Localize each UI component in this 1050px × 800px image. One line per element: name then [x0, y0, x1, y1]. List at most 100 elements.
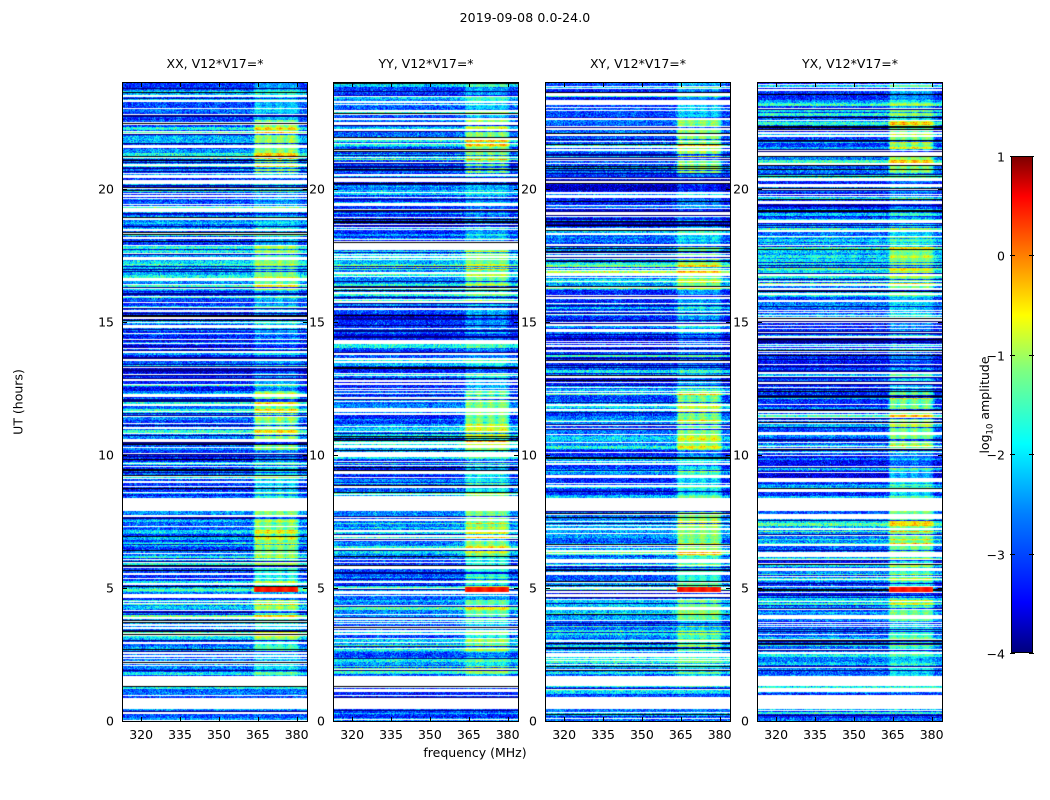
y-tick-label: 20 [309, 181, 325, 197]
x-tick-label: 320 [340, 727, 365, 742]
y-tick-mark [123, 588, 127, 590]
x-tick-mark [296, 717, 298, 721]
colorbar-tick-mark [1010, 156, 1015, 157]
y-tick-mark [546, 189, 550, 191]
x-tick-mark-top [931, 83, 933, 87]
heatmap-axes-yy[interactable] [333, 82, 519, 722]
x-tick-mark-top [218, 83, 220, 87]
x-tick-label: 320 [552, 727, 577, 742]
x-tick-mark [719, 717, 721, 721]
y-tick-mark [758, 455, 762, 457]
x-tick-label: 335 [803, 727, 827, 742]
panel-yy: YY, V12*V17=* 320 335 350 365 380 0 5 10 15 20 [309, 56, 519, 742]
colorbar-tick-mark [1010, 354, 1015, 356]
x-tick-mark-top [776, 83, 778, 87]
y-tick-mark [546, 322, 550, 324]
colorbar-tick-mark [1010, 653, 1015, 654]
y-tick-mark [546, 455, 550, 457]
y-tick-mark-right [303, 189, 307, 191]
x-tick-mark [429, 717, 431, 721]
colorbar-tick-label: −2 [986, 447, 1005, 463]
x-axis-label: frequency (MHz) [423, 745, 527, 760]
heatmap-axes-xx[interactable] [122, 82, 308, 722]
y-tick-mark [333, 721, 338, 722]
y-tick-mark-right [303, 455, 307, 457]
colorbar-tick-label: −4 [986, 646, 1005, 662]
heatmap-axes-xy[interactable] [545, 82, 731, 722]
x-tick-mark-top [468, 83, 470, 87]
x-tick-label: 320 [764, 727, 789, 742]
x-tick-label: 335 [168, 727, 192, 742]
x-tick-mark-top [141, 83, 143, 87]
x-tick-mark-top [257, 83, 259, 87]
x-tick-label: 380 [919, 727, 944, 742]
panel-title-xx: XX, V12*V17=* [166, 56, 264, 71]
colorbar-tick-label: 0 [997, 248, 1005, 264]
colorbar-label-tail: amplitude [976, 356, 992, 424]
x-tick-mark-top [641, 83, 643, 87]
colorbar-label-log: log [976, 434, 992, 454]
x-tick-mark [931, 717, 933, 721]
y-tick-mark-right [514, 322, 518, 324]
x-tick-label: 365 [668, 727, 693, 742]
y-tick-mark-right [303, 721, 308, 722]
x-tick-mark [641, 717, 643, 721]
colorbar-tick-mark [1010, 454, 1015, 456]
colorbar-tick-mark-right [1029, 255, 1034, 257]
heatmap-axes-yx[interactable] [757, 82, 943, 722]
colorbar-tick-mark-right [1029, 454, 1034, 456]
y-tick-label: 15 [98, 314, 114, 330]
x-tick-mark [680, 717, 682, 721]
x-tick-label: 380 [284, 727, 309, 742]
y-tick-label: 5 [317, 580, 325, 596]
x-tick-mark [507, 717, 509, 721]
y-tick-label: 20 [733, 181, 749, 197]
y-tick-mark [123, 322, 127, 324]
y-tick-label: 10 [521, 447, 537, 463]
y-tick-mark [758, 588, 762, 590]
y-tick-mark [334, 189, 338, 191]
x-tick-label: 335 [591, 727, 615, 742]
y-tick-label: 20 [98, 181, 114, 197]
y-tick-mark [122, 721, 127, 722]
y-tick-mark [123, 455, 127, 457]
x-tick-label: 380 [707, 727, 732, 742]
x-tick-mark [564, 717, 566, 721]
y-tick-mark-right [938, 721, 943, 722]
y-tick-mark-right [726, 189, 730, 191]
y-tick-mark [334, 322, 338, 324]
y-tick-mark-right [938, 588, 942, 590]
x-tick-label: 350 [841, 727, 866, 742]
y-tick-mark [334, 455, 338, 457]
panel-xy: XY, V12*V17=* 320 335 350 365 380 0 5 10 15 20 [521, 56, 731, 742]
y-tick-label: 5 [741, 580, 749, 596]
x-tick-mark-top [892, 83, 894, 87]
colorbar-tick-mark-right [1029, 653, 1034, 654]
x-tick-mark-top [429, 83, 431, 87]
y-tick-mark-right [726, 721, 731, 722]
x-tick-label: 350 [206, 727, 231, 742]
y-tick-mark [545, 721, 550, 722]
y-tick-mark-right [514, 721, 519, 722]
colorbar-tick-label: −3 [986, 547, 1005, 563]
x-tick-label: 365 [880, 727, 905, 742]
x-tick-mark [352, 717, 354, 721]
colorbar-label: log10 amplitude [977, 356, 996, 453]
x-tick-mark [218, 717, 220, 721]
y-tick-label: 0 [106, 713, 114, 729]
y-tick-mark-right [514, 588, 518, 590]
x-tick-mark [892, 717, 894, 721]
y-tick-mark [758, 322, 762, 324]
colorbar-tick-label: 1 [997, 149, 1005, 165]
y-tick-mark-right [938, 322, 942, 324]
y-tick-mark-right [726, 588, 730, 590]
panel-title-xy: XY, V12*V17=* [589, 56, 687, 71]
y-tick-mark [334, 588, 338, 590]
y-tick-label: 0 [529, 713, 537, 729]
y-tick-label: 0 [741, 713, 749, 729]
y-tick-mark-right [938, 189, 942, 191]
colorbar-tick-label: −1 [986, 348, 1005, 364]
x-tick-mark [180, 717, 181, 721]
y-tick-label: 10 [733, 447, 749, 463]
